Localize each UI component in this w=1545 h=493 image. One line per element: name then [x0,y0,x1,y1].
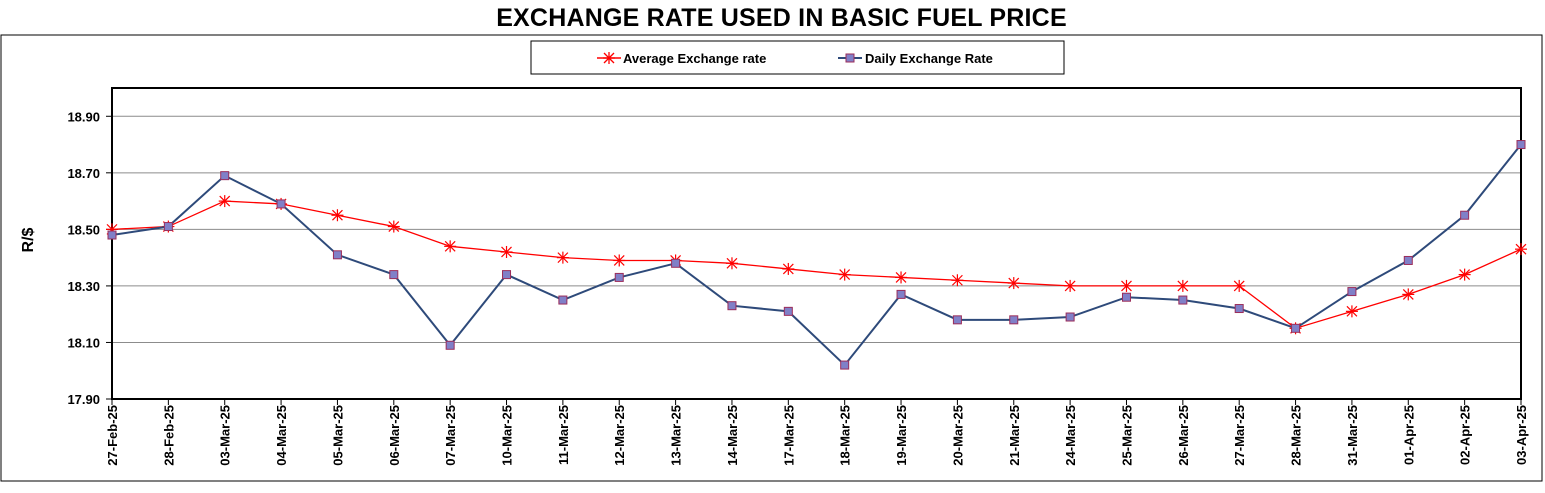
point-average-11-Mar-25 [556,251,569,264]
y-axis: 17.90 18.10 18.30 18.50 18.70 18.90 [67,109,112,407]
point-daily-02-Apr-25 [1460,210,1470,220]
point-daily-26-Mar-25 [1178,295,1188,305]
point-average-05-Mar-25 [331,209,344,222]
point-average-03-Mar-25 [218,195,231,208]
series-line-average [111,200,1522,330]
x-tick-label-24-Mar-25: 24-Mar-25 [1063,405,1078,466]
outer-frame [0,34,1543,482]
point-daily-21-Mar-25 [1009,315,1019,325]
series-daily [107,140,1526,370]
point-average-02-Apr-25 [1458,268,1471,281]
point-daily-28-Mar-25 [1291,323,1301,333]
point-average-26-Mar-25 [1176,279,1189,292]
point-daily-25-Mar-25 [1121,292,1131,302]
x-tick-label-17-Mar-25: 17-Mar-25 [781,405,796,466]
point-average-27-Mar-25 [1233,279,1246,292]
x-tick-label-12-Mar-25: 12-Mar-25 [612,405,627,466]
point-daily-12-Mar-25 [614,272,624,282]
point-average-14-Mar-25 [725,257,738,270]
point-daily-13-Mar-25 [671,258,681,268]
legend-marker-daily [845,53,855,63]
x-tick-label-02-Apr-25: 02-Apr-25 [1458,405,1473,465]
point-daily-14-Mar-25 [727,301,737,311]
point-daily-05-Mar-25 [332,250,342,260]
series-line-daily [111,143,1522,367]
point-average-24-Mar-25 [1064,279,1077,292]
point-average-31-Mar-25 [1345,305,1358,318]
point-daily-11-Mar-25 [558,295,568,305]
x-tick-label-05-Mar-25: 05-Mar-25 [330,405,345,466]
series-layer [106,140,1527,370]
point-daily-04-Mar-25 [276,199,286,209]
point-daily-24-Mar-25 [1065,312,1075,322]
x-tick-label-31-Mar-25: 31-Mar-25 [1345,405,1360,466]
x-tick-label-26-Mar-25: 26-Mar-25 [1176,405,1191,466]
x-tick-label-27-Feb-25: 27-Feb-25 [105,405,120,466]
y-axis-title: R/$ [20,227,37,252]
x-tick-label-07-Mar-25: 07-Mar-25 [443,405,458,466]
point-daily-27-Feb-25 [107,230,117,240]
x-tick-label-13-Mar-25: 13-Mar-25 [669,405,684,466]
x-axis: 27-Feb-25 28-Feb-25 03-Mar-25 04-Mar-25 05-M… [105,399,1529,466]
point-daily-17-Mar-25 [783,306,793,316]
x-tick-label-27-Mar-25: 27-Mar-25 [1232,405,1247,466]
y-tick-label-17.90: 17.90 [67,392,100,407]
legend-marker-average [603,52,615,64]
x-tick-label-01-Apr-25: 01-Apr-25 [1401,405,1416,465]
point-daily-03-Apr-25 [1516,140,1526,150]
point-average-10-Mar-25 [500,245,513,258]
point-average-03-Apr-25 [1515,243,1527,256]
x-tick-label-14-Mar-25: 14-Mar-25 [725,405,740,466]
point-daily-27-Mar-25 [1234,304,1244,314]
point-daily-06-Mar-25 [389,270,399,280]
x-tick-label-18-Mar-25: 18-Mar-25 [838,405,853,466]
point-average-17-Mar-25 [782,262,795,275]
point-daily-03-Mar-25 [220,171,230,181]
legend-label-average: Average Exchange rate [623,51,766,66]
point-average-21-Mar-25 [1007,277,1020,290]
point-daily-01-Apr-25 [1403,255,1413,265]
point-daily-19-Mar-25 [896,289,906,299]
x-tick-label-28-Mar-25: 28-Mar-25 [1289,405,1304,466]
y-tick-label-18.50: 18.50 [67,222,100,237]
x-tick-label-03-Mar-25: 03-Mar-25 [218,405,233,466]
point-daily-18-Mar-25 [840,360,850,370]
point-daily-31-Mar-25 [1347,287,1357,297]
point-average-19-Mar-25 [895,271,908,284]
point-average-25-Mar-25 [1120,279,1133,292]
point-average-18-Mar-25 [838,268,851,281]
x-tick-label-21-Mar-25: 21-Mar-25 [1007,405,1022,466]
point-daily-07-Mar-25 [445,340,455,350]
y-tick-label-18.30: 18.30 [67,279,100,294]
chart-title: EXCHANGE RATE USED IN BASIC FUEL PRICE [496,4,1067,32]
x-tick-label-03-Apr-25: 03-Apr-25 [1514,405,1529,465]
x-tick-label-25-Mar-25: 25-Mar-25 [1119,405,1134,466]
x-tick-label-06-Mar-25: 06-Mar-25 [387,405,402,466]
plot-area-border [111,87,1522,400]
x-tick-label-04-Mar-25: 04-Mar-25 [274,405,289,466]
series-average [106,195,1527,335]
point-daily-10-Mar-25 [502,270,512,280]
point-daily-20-Mar-25 [952,315,962,325]
y-tick-label-18.70: 18.70 [67,166,100,181]
gridlines [112,115,1521,343]
x-tick-label-10-Mar-25: 10-Mar-25 [500,405,515,466]
legend: Average Exchange rate Daily Exchange Rat… [530,40,1065,75]
point-daily-28-Feb-25 [163,222,173,232]
x-tick-label-28-Feb-25: 28-Feb-25 [161,405,176,466]
y-tick-label-18.90: 18.90 [67,109,100,124]
point-average-12-Mar-25 [613,254,626,267]
point-average-20-Mar-25 [951,274,964,287]
legend-label-daily: Daily Exchange Rate [865,51,993,66]
x-tick-label-19-Mar-25: 19-Mar-25 [894,405,909,466]
point-average-01-Apr-25 [1402,288,1415,301]
x-tick-label-11-Mar-25: 11-Mar-25 [556,405,571,465]
point-average-07-Mar-25 [444,240,457,253]
point-average-06-Mar-25 [387,220,400,233]
y-tick-label-18.10: 18.10 [67,335,100,350]
x-tick-label-20-Mar-25: 20-Mar-25 [950,405,965,466]
